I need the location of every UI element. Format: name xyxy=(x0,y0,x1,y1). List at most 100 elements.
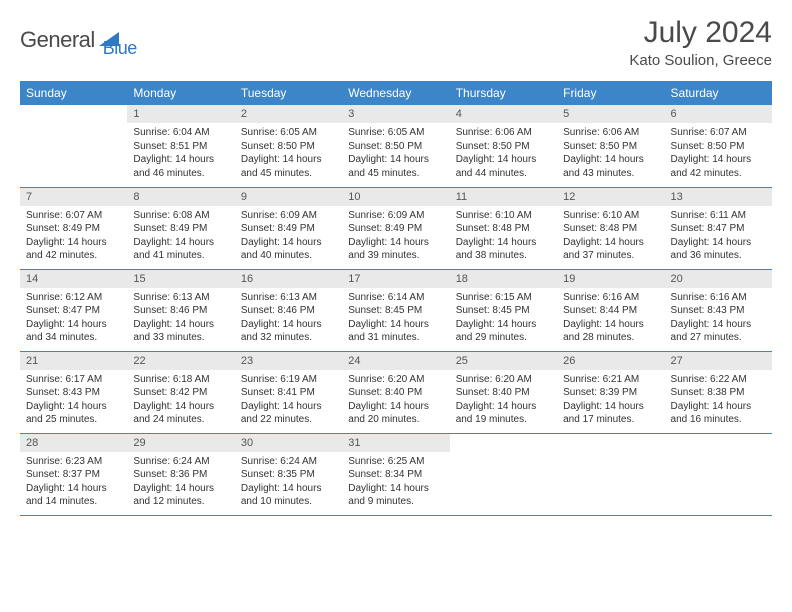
calendar-cell: 16Sunrise: 6:13 AMSunset: 8:46 PMDayligh… xyxy=(235,269,342,351)
calendar-body: 1Sunrise: 6:04 AMSunset: 8:51 PMDaylight… xyxy=(20,105,772,515)
calendar-cell xyxy=(557,433,664,515)
calendar-cell: 28Sunrise: 6:23 AMSunset: 8:37 PMDayligh… xyxy=(20,433,127,515)
calendar-cell: 10Sunrise: 6:09 AMSunset: 8:49 PMDayligh… xyxy=(342,187,449,269)
calendar-cell: 20Sunrise: 6:16 AMSunset: 8:43 PMDayligh… xyxy=(665,269,772,351)
day-details: Sunrise: 6:24 AMSunset: 8:35 PMDaylight:… xyxy=(235,452,342,513)
day-details: Sunrise: 6:25 AMSunset: 8:34 PMDaylight:… xyxy=(342,452,449,513)
calendar-cell: 24Sunrise: 6:20 AMSunset: 8:40 PMDayligh… xyxy=(342,351,449,433)
title-block: July 2024 Kato Soulion, Greece xyxy=(629,16,772,69)
day-details: Sunrise: 6:05 AMSunset: 8:50 PMDaylight:… xyxy=(235,123,342,184)
day-details: Sunrise: 6:06 AMSunset: 8:50 PMDaylight:… xyxy=(450,123,557,184)
calendar-week: 7Sunrise: 6:07 AMSunset: 8:49 PMDaylight… xyxy=(20,187,772,269)
day-number: 1 xyxy=(127,105,234,123)
calendar-cell: 2Sunrise: 6:05 AMSunset: 8:50 PMDaylight… xyxy=(235,105,342,187)
day-details: Sunrise: 6:15 AMSunset: 8:45 PMDaylight:… xyxy=(450,288,557,349)
calendar-cell: 12Sunrise: 6:10 AMSunset: 8:48 PMDayligh… xyxy=(557,187,664,269)
weekday-header: Sunday xyxy=(20,81,127,105)
day-number: 28 xyxy=(20,434,127,452)
calendar-cell xyxy=(20,105,127,187)
calendar-cell: 6Sunrise: 6:07 AMSunset: 8:50 PMDaylight… xyxy=(665,105,772,187)
day-details: Sunrise: 6:07 AMSunset: 8:50 PMDaylight:… xyxy=(665,123,772,184)
day-details: Sunrise: 6:10 AMSunset: 8:48 PMDaylight:… xyxy=(557,206,664,267)
calendar-cell: 7Sunrise: 6:07 AMSunset: 8:49 PMDaylight… xyxy=(20,187,127,269)
day-number: 16 xyxy=(235,270,342,288)
calendar-cell: 17Sunrise: 6:14 AMSunset: 8:45 PMDayligh… xyxy=(342,269,449,351)
day-details: Sunrise: 6:12 AMSunset: 8:47 PMDaylight:… xyxy=(20,288,127,349)
calendar-cell: 23Sunrise: 6:19 AMSunset: 8:41 PMDayligh… xyxy=(235,351,342,433)
logo-text-general: General xyxy=(20,27,95,53)
calendar-table: SundayMondayTuesdayWednesdayThursdayFrid… xyxy=(20,81,772,516)
day-details: Sunrise: 6:22 AMSunset: 8:38 PMDaylight:… xyxy=(665,370,772,431)
day-details: Sunrise: 6:11 AMSunset: 8:47 PMDaylight:… xyxy=(665,206,772,267)
day-number: 12 xyxy=(557,188,664,206)
calendar-cell: 9Sunrise: 6:09 AMSunset: 8:49 PMDaylight… xyxy=(235,187,342,269)
calendar-cell: 31Sunrise: 6:25 AMSunset: 8:34 PMDayligh… xyxy=(342,433,449,515)
calendar-cell: 8Sunrise: 6:08 AMSunset: 8:49 PMDaylight… xyxy=(127,187,234,269)
day-details: Sunrise: 6:05 AMSunset: 8:50 PMDaylight:… xyxy=(342,123,449,184)
day-details: Sunrise: 6:16 AMSunset: 8:43 PMDaylight:… xyxy=(665,288,772,349)
day-number: 31 xyxy=(342,434,449,452)
day-number: 30 xyxy=(235,434,342,452)
calendar-week: 14Sunrise: 6:12 AMSunset: 8:47 PMDayligh… xyxy=(20,269,772,351)
location: Kato Soulion, Greece xyxy=(629,52,772,69)
day-details: Sunrise: 6:13 AMSunset: 8:46 PMDaylight:… xyxy=(127,288,234,349)
calendar-cell: 29Sunrise: 6:24 AMSunset: 8:36 PMDayligh… xyxy=(127,433,234,515)
calendar-cell xyxy=(665,433,772,515)
day-details: Sunrise: 6:10 AMSunset: 8:48 PMDaylight:… xyxy=(450,206,557,267)
header: General Blue July 2024 Kato Soulion, Gre… xyxy=(20,16,772,69)
day-number: 15 xyxy=(127,270,234,288)
weekday-header: Thursday xyxy=(450,81,557,105)
day-number: 23 xyxy=(235,352,342,370)
day-details: Sunrise: 6:20 AMSunset: 8:40 PMDaylight:… xyxy=(342,370,449,431)
calendar-head: SundayMondayTuesdayWednesdayThursdayFrid… xyxy=(20,81,772,105)
day-number: 25 xyxy=(450,352,557,370)
day-details: Sunrise: 6:06 AMSunset: 8:50 PMDaylight:… xyxy=(557,123,664,184)
calendar-week: 1Sunrise: 6:04 AMSunset: 8:51 PMDaylight… xyxy=(20,105,772,187)
day-number: 7 xyxy=(20,188,127,206)
calendar-cell: 5Sunrise: 6:06 AMSunset: 8:50 PMDaylight… xyxy=(557,105,664,187)
calendar-cell: 22Sunrise: 6:18 AMSunset: 8:42 PMDayligh… xyxy=(127,351,234,433)
day-number: 29 xyxy=(127,434,234,452)
day-details: Sunrise: 6:21 AMSunset: 8:39 PMDaylight:… xyxy=(557,370,664,431)
day-details: Sunrise: 6:14 AMSunset: 8:45 PMDaylight:… xyxy=(342,288,449,349)
day-details: Sunrise: 6:04 AMSunset: 8:51 PMDaylight:… xyxy=(127,123,234,184)
day-number: 5 xyxy=(557,105,664,123)
logo: General Blue xyxy=(20,20,137,59)
day-number: 3 xyxy=(342,105,449,123)
calendar-cell: 19Sunrise: 6:16 AMSunset: 8:44 PMDayligh… xyxy=(557,269,664,351)
calendar-cell: 3Sunrise: 6:05 AMSunset: 8:50 PMDaylight… xyxy=(342,105,449,187)
day-number: 27 xyxy=(665,352,772,370)
day-details: Sunrise: 6:16 AMSunset: 8:44 PMDaylight:… xyxy=(557,288,664,349)
day-number: 24 xyxy=(342,352,449,370)
calendar-cell: 30Sunrise: 6:24 AMSunset: 8:35 PMDayligh… xyxy=(235,433,342,515)
calendar-cell: 25Sunrise: 6:20 AMSunset: 8:40 PMDayligh… xyxy=(450,351,557,433)
day-number: 14 xyxy=(20,270,127,288)
day-number: 19 xyxy=(557,270,664,288)
calendar-cell xyxy=(450,433,557,515)
day-number: 4 xyxy=(450,105,557,123)
weekday-header: Friday xyxy=(557,81,664,105)
calendar-cell: 27Sunrise: 6:22 AMSunset: 8:38 PMDayligh… xyxy=(665,351,772,433)
calendar-week: 28Sunrise: 6:23 AMSunset: 8:37 PMDayligh… xyxy=(20,433,772,515)
month-title: July 2024 xyxy=(629,16,772,50)
day-number: 6 xyxy=(665,105,772,123)
day-details: Sunrise: 6:20 AMSunset: 8:40 PMDaylight:… xyxy=(450,370,557,431)
calendar-cell: 13Sunrise: 6:11 AMSunset: 8:47 PMDayligh… xyxy=(665,187,772,269)
day-details: Sunrise: 6:17 AMSunset: 8:43 PMDaylight:… xyxy=(20,370,127,431)
day-number: 22 xyxy=(127,352,234,370)
calendar-cell: 18Sunrise: 6:15 AMSunset: 8:45 PMDayligh… xyxy=(450,269,557,351)
day-details: Sunrise: 6:24 AMSunset: 8:36 PMDaylight:… xyxy=(127,452,234,513)
day-details: Sunrise: 6:23 AMSunset: 8:37 PMDaylight:… xyxy=(20,452,127,513)
day-details: Sunrise: 6:08 AMSunset: 8:49 PMDaylight:… xyxy=(127,206,234,267)
day-number: 20 xyxy=(665,270,772,288)
weekday-header: Monday xyxy=(127,81,234,105)
day-number: 18 xyxy=(450,270,557,288)
calendar-cell: 15Sunrise: 6:13 AMSunset: 8:46 PMDayligh… xyxy=(127,269,234,351)
weekday-header: Tuesday xyxy=(235,81,342,105)
logo-triangle-icon xyxy=(99,32,119,48)
day-details: Sunrise: 6:07 AMSunset: 8:49 PMDaylight:… xyxy=(20,206,127,267)
day-number: 8 xyxy=(127,188,234,206)
weekday-header: Saturday xyxy=(665,81,772,105)
calendar-cell: 11Sunrise: 6:10 AMSunset: 8:48 PMDayligh… xyxy=(450,187,557,269)
day-number: 9 xyxy=(235,188,342,206)
